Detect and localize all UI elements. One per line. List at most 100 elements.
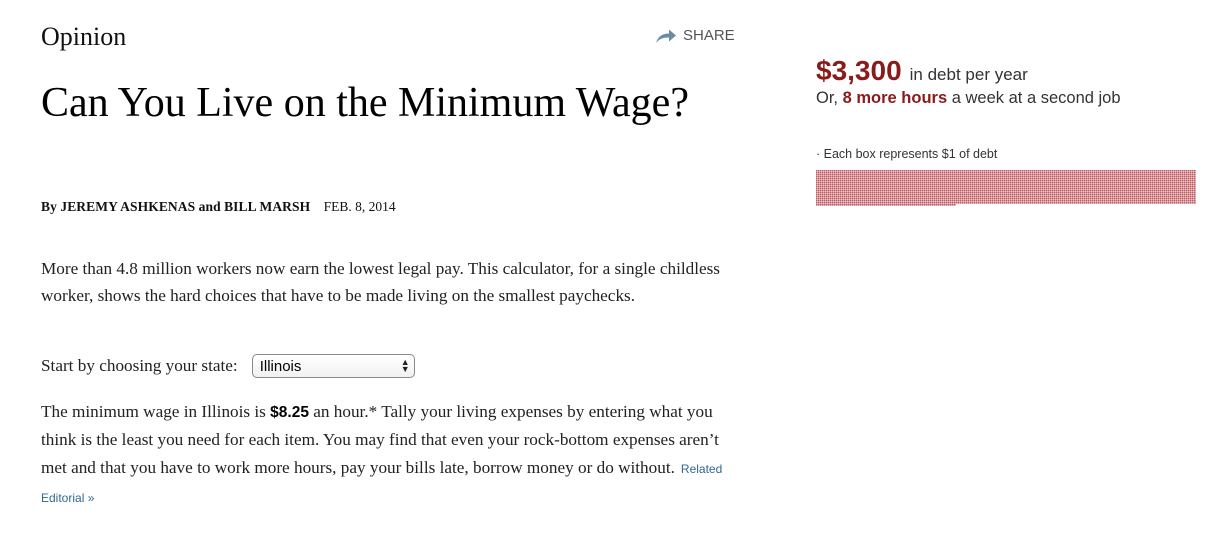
debt-box xyxy=(1106,190,1108,192)
state-select[interactable]: Illinois ▲ ▼ xyxy=(251,354,415,378)
debt-box xyxy=(1100,176,1102,178)
debt-box xyxy=(1156,170,1158,172)
debt-box xyxy=(856,200,858,202)
debt-box xyxy=(968,196,970,198)
debt-box xyxy=(1054,194,1056,196)
debt-box xyxy=(1144,176,1146,178)
debt-box xyxy=(938,200,940,202)
debt-box xyxy=(1150,190,1152,192)
debt-box xyxy=(932,198,934,200)
debt-box xyxy=(1086,176,1088,178)
debt-box xyxy=(846,198,848,200)
debt-box xyxy=(1184,198,1186,200)
debt-box xyxy=(1106,178,1108,180)
debt-box xyxy=(1050,176,1052,178)
debt-box xyxy=(850,172,852,174)
debt-box xyxy=(980,190,982,192)
debt-box xyxy=(1010,200,1012,202)
author-link[interactable]: BILL MARSH xyxy=(224,199,311,214)
debt-box xyxy=(988,174,990,176)
debt-box xyxy=(1072,192,1074,194)
debt-box xyxy=(1190,180,1192,182)
related-editorial-link[interactable]: Related Editorial » xyxy=(41,461,723,506)
debt-box xyxy=(940,180,942,182)
debt-box xyxy=(864,178,866,180)
debt-box xyxy=(1004,188,1006,190)
debt-box xyxy=(888,172,890,174)
debt-box xyxy=(1032,170,1034,172)
byline-conjunction: and xyxy=(198,199,221,214)
debt-box xyxy=(1052,172,1054,174)
debt-box xyxy=(922,172,924,174)
debt-box xyxy=(936,186,938,188)
debt-box xyxy=(1170,180,1172,182)
share-button[interactable]: SHARE xyxy=(655,27,735,44)
debt-box xyxy=(1164,184,1166,186)
debt-box xyxy=(1130,186,1132,188)
debt-box xyxy=(1188,184,1190,186)
debt-box xyxy=(1078,176,1080,178)
debt-box xyxy=(980,194,982,196)
debt-box xyxy=(902,204,904,206)
debt-box xyxy=(1076,188,1078,190)
debt-box xyxy=(1004,180,1006,182)
debt-box xyxy=(864,180,866,182)
debt-box xyxy=(1080,194,1082,196)
debt-box xyxy=(818,174,820,176)
debt-box xyxy=(1074,182,1076,184)
debt-box xyxy=(1140,200,1142,202)
debt-box xyxy=(1026,186,1028,188)
debt-box xyxy=(1088,200,1090,202)
debt-box xyxy=(1040,200,1042,202)
debt-box xyxy=(1100,192,1102,194)
debt-box xyxy=(1018,190,1020,192)
author-link[interactable]: JEREMY ASHKENAS xyxy=(60,199,196,214)
debt-box xyxy=(1138,170,1140,172)
debt-box xyxy=(826,200,828,202)
debt-box xyxy=(956,184,958,186)
debt-box xyxy=(894,190,896,192)
debt-box xyxy=(852,174,854,176)
debt-box xyxy=(1172,178,1174,180)
debt-box xyxy=(978,178,980,180)
debt-box xyxy=(1034,192,1036,194)
debt-box xyxy=(1174,180,1176,182)
debt-box xyxy=(1096,202,1098,204)
debt-box xyxy=(1100,202,1102,204)
debt-box xyxy=(1190,188,1192,190)
debt-box xyxy=(926,198,928,200)
debt-box xyxy=(986,176,988,178)
debt-box xyxy=(926,188,928,190)
debt-box xyxy=(1044,174,1046,176)
debt-box xyxy=(1094,174,1096,176)
debt-box xyxy=(1094,178,1096,180)
debt-box xyxy=(922,194,924,196)
debt-box xyxy=(1114,186,1116,188)
debt-box xyxy=(1176,170,1178,172)
debt-box xyxy=(1160,176,1162,178)
debt-box xyxy=(824,176,826,178)
debt-box xyxy=(1140,174,1142,176)
debt-box xyxy=(840,172,842,174)
debt-box xyxy=(952,198,954,200)
debt-box xyxy=(1018,202,1020,204)
debt-box xyxy=(988,186,990,188)
debt-box xyxy=(998,194,1000,196)
debt-box xyxy=(844,190,846,192)
debt-box xyxy=(892,200,894,202)
debt-box xyxy=(1086,194,1088,196)
debt-box xyxy=(830,190,832,192)
debt-box xyxy=(1006,172,1008,174)
debt-box xyxy=(866,194,868,196)
debt-box xyxy=(1024,176,1026,178)
debt-box xyxy=(1022,184,1024,186)
debt-box xyxy=(964,180,966,182)
debt-box xyxy=(1174,200,1176,202)
debt-box xyxy=(822,176,824,178)
debt-box xyxy=(1038,184,1040,186)
debt-box xyxy=(878,188,880,190)
debt-box xyxy=(1032,176,1034,178)
debt-box xyxy=(872,198,874,200)
debt-box xyxy=(1162,192,1164,194)
debt-box xyxy=(1140,178,1142,180)
